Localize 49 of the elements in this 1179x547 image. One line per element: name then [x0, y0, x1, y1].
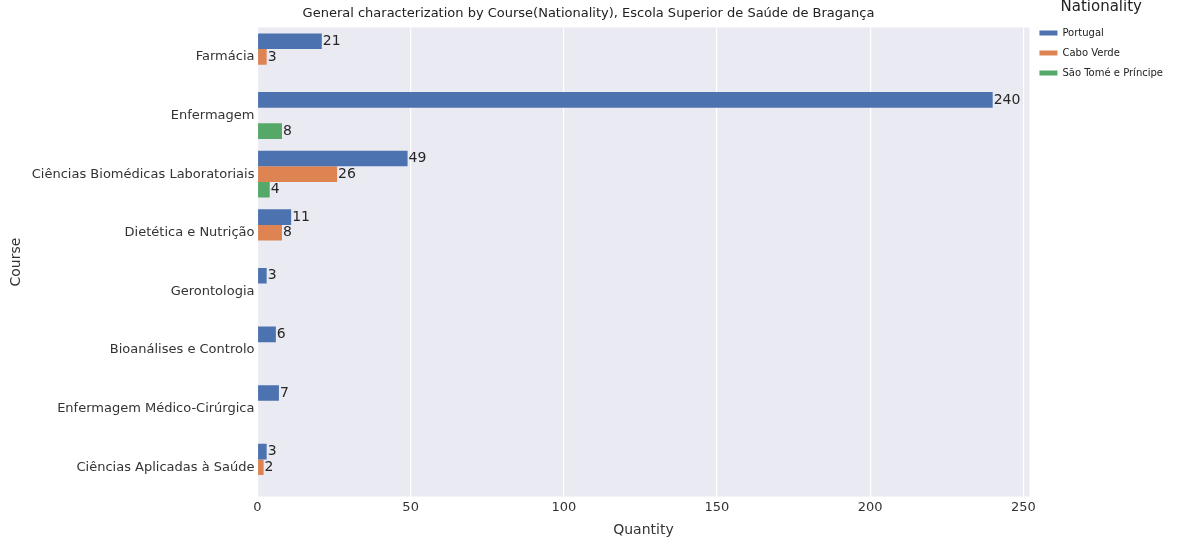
- bar: [258, 443, 267, 460]
- bar: [258, 92, 993, 108]
- y-tick-label: Ciências Aplicadas à Saúde: [76, 458, 255, 474]
- bar: [258, 224, 282, 241]
- bar: [258, 123, 282, 139]
- y-axis-title: Course: [7, 237, 24, 287]
- chart-title: General characterization by Course(Nationality), Escola Superior de Saúde de Bragança: [302, 5, 875, 21]
- data-label: 3: [267, 442, 277, 459]
- bar: [258, 459, 264, 476]
- data-label: 2: [264, 457, 274, 474]
- data-label: 8: [282, 223, 292, 240]
- data-label: 6: [276, 325, 286, 342]
- y-tick-label: Farmácia: [195, 48, 255, 64]
- bar: [258, 49, 267, 65]
- bar: [258, 166, 338, 182]
- x-tick-label: 100: [551, 498, 577, 514]
- legend-label: São Tomé e Príncipe: [1062, 66, 1163, 78]
- legend-label: Cabo Verde: [1062, 46, 1120, 58]
- data-label: 26: [338, 164, 357, 181]
- y-tick-label: Ciências Biomédicas Laboratoriais: [31, 165, 255, 181]
- data-label: 11: [292, 207, 310, 224]
- data-label: 21: [322, 31, 341, 48]
- x-tick-label: 250: [1010, 498, 1036, 514]
- y-tick-label: Enfermagem Médico-Cirúrgica: [57, 400, 255, 416]
- x-tick-label: 0: [253, 498, 262, 514]
- x-tick-label: 150: [704, 498, 730, 514]
- data-label: 4: [270, 180, 280, 197]
- legend-title: Nationality: [1060, 0, 1143, 16]
- bar: [258, 150, 408, 167]
- data-label: 7: [279, 383, 289, 400]
- y-tick-label: Dietética e Nutrição: [124, 224, 255, 240]
- x-tick-label: 200: [857, 498, 883, 514]
- y-tick-label: Enfermagem: [170, 106, 255, 122]
- data-label: 3: [267, 47, 277, 64]
- bar: [258, 326, 276, 343]
- data-label: 8: [282, 121, 292, 138]
- bar: [258, 267, 267, 284]
- legend-label: Portugal: [1062, 26, 1104, 38]
- data-label: 3: [267, 266, 277, 283]
- bar: [258, 33, 322, 50]
- y-tick-label: Bioanálises e Controlo: [109, 341, 255, 357]
- bar: [258, 181, 270, 198]
- x-axis-title: Quantity: [613, 521, 674, 538]
- data-label: 240: [993, 90, 1021, 107]
- bar: [258, 385, 279, 401]
- y-tick-label: Gerontologia: [170, 282, 255, 298]
- data-label: 49: [408, 149, 427, 166]
- x-tick-label: 50: [402, 498, 419, 514]
- bar: [258, 209, 292, 225]
